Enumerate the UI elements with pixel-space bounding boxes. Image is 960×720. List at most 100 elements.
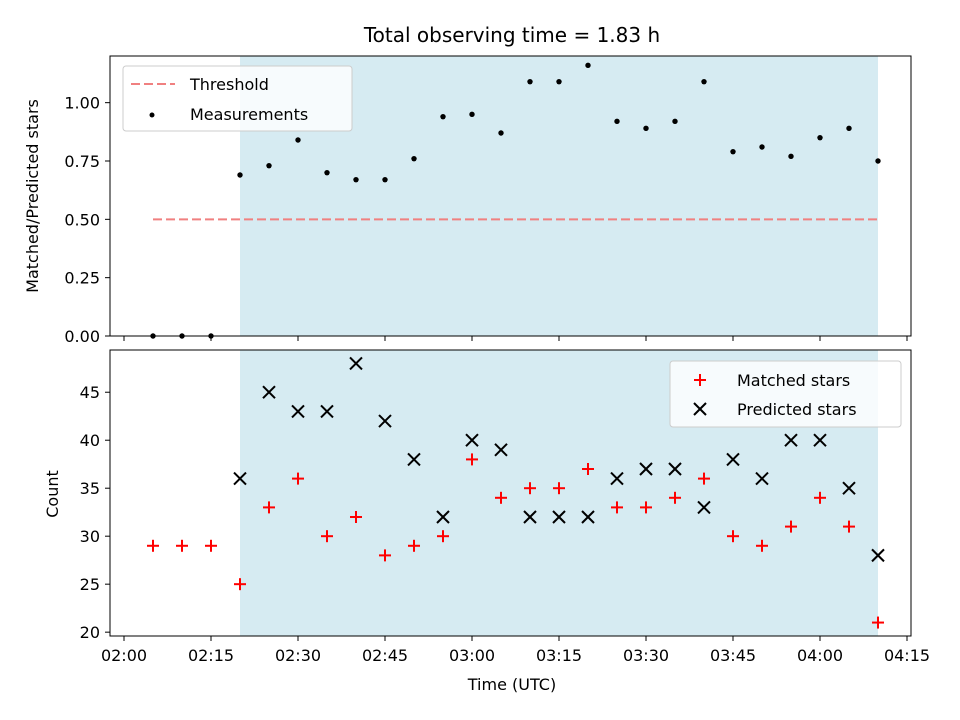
measurement-point <box>730 148 736 155</box>
predicted-x-b <box>813 433 827 447</box>
measurement-point <box>237 172 243 178</box>
predicted-star-point <box>639 462 653 476</box>
measurement-point <box>411 155 417 162</box>
predicted-star-point <box>726 452 740 467</box>
x-axis-label: Time (UTC) <box>467 675 556 694</box>
legend-matched-swatch <box>694 374 706 386</box>
matched-star-point <box>321 530 333 543</box>
x-tick-label: 02:45 <box>362 646 408 665</box>
x-tick-label: 03:45 <box>710 646 756 665</box>
predicted-x-b <box>697 500 711 515</box>
x-tick-label: 03:30 <box>623 646 669 665</box>
matched-star-point <box>292 472 304 485</box>
predicted-star-point <box>291 404 305 419</box>
matched-star-point <box>785 520 797 533</box>
predicted-x-b <box>262 385 276 399</box>
predicted-star-point <box>871 548 885 563</box>
x-tick-label: 04:15 <box>884 646 930 665</box>
predicted-star-point <box>581 510 595 524</box>
matched-star-point <box>843 520 855 533</box>
top-plot-marks <box>150 62 881 339</box>
matched-star-point <box>408 539 420 552</box>
top-y-tick-label: 1.00 <box>64 94 100 113</box>
top-y-tick-label: 0.50 <box>64 210 100 229</box>
predicted-x-b <box>523 510 537 524</box>
predicted-x-b <box>407 452 421 467</box>
predicted-x-b <box>552 510 566 524</box>
measurement-point <box>469 111 475 118</box>
predicted-star-point <box>320 404 334 419</box>
matched-star-point <box>466 453 478 466</box>
matched-star-point <box>756 539 768 552</box>
x-tick-label: 03:00 <box>449 646 495 665</box>
bottom-y-tick-label: 25 <box>80 575 100 594</box>
measurement-point <box>440 113 446 120</box>
measurement-point <box>643 125 649 132</box>
matched-star-point <box>640 501 652 514</box>
measurement-point <box>498 130 504 136</box>
matched-star-point <box>495 491 507 504</box>
top-axes-frame <box>109 55 912 337</box>
bottom-legend-box <box>669 360 902 428</box>
predicted-x-b <box>639 462 653 476</box>
matched-star-point <box>379 549 391 562</box>
predicted-x-b <box>349 356 363 371</box>
measurement-point <box>295 137 301 143</box>
predicted-star-point <box>407 452 421 467</box>
matched-star-point <box>582 463 594 476</box>
bottom-y-axis-label: Count <box>43 470 62 518</box>
measurement-point <box>324 169 330 176</box>
top-legend-box <box>122 65 353 132</box>
bottom-legend: Matched stars Predicted stars <box>669 360 902 428</box>
bottom-y-tick-label: 30 <box>80 527 100 546</box>
top-panel: 0.00 0.25 0.50 0.75 1.00 Matched/Predicted s… <box>23 55 912 346</box>
bottom-y-tick-label: 20 <box>80 623 100 642</box>
measurement-point <box>759 144 765 150</box>
predicted-star-point <box>813 433 827 447</box>
measurement-point <box>382 176 388 183</box>
predicted-x-b <box>726 452 740 467</box>
predicted-x-b <box>755 471 769 486</box>
predicted-star-point <box>842 481 856 495</box>
predicted-x-b <box>465 433 479 447</box>
x-tick-label: 02:30 <box>275 646 321 665</box>
x-tick-label: 02:15 <box>188 646 234 665</box>
predicted-x-b <box>784 433 798 447</box>
legend-measurements-label: Measurements <box>190 105 308 124</box>
predicted-star-point <box>233 471 247 486</box>
predicted-x-b <box>581 510 595 524</box>
chart-title: Total observing time = 1.83 h <box>363 23 660 47</box>
predicted-star-point <box>465 433 479 447</box>
bottom-y-tick-label: 45 <box>80 383 100 402</box>
predicted-star-point <box>668 462 682 476</box>
top-y-tick-label: 0.25 <box>64 269 100 288</box>
predicted-star-point <box>494 443 508 457</box>
predicted-x-b <box>668 462 682 476</box>
measurement-point <box>817 134 823 141</box>
top-x-ticks <box>123 336 908 341</box>
top-y-ticks: 0.00 0.25 0.50 0.75 1.00 <box>64 94 110 346</box>
measurement-point <box>701 78 707 85</box>
predicted-x-b <box>610 471 624 486</box>
matched-star-point <box>872 616 884 629</box>
bottom-axes-frame <box>109 349 912 637</box>
predicted-star-point <box>610 471 624 486</box>
matched-star-point <box>176 539 188 552</box>
matched-star-point <box>205 539 217 552</box>
legend-matched-label: Matched stars <box>737 371 850 390</box>
predicted-star-point <box>523 510 537 524</box>
matched-star-point <box>263 501 275 514</box>
measurement-point <box>353 176 359 183</box>
measurement-point <box>585 62 591 69</box>
bottom-plot-marks <box>147 356 885 629</box>
matched-star-point <box>669 491 681 504</box>
bottom-panel: 02:00 02:15 02:30 02:45 03:00 03:15 03:30 03:45… <box>43 349 930 694</box>
legend-predicted-label: Predicted stars <box>737 400 857 419</box>
x-tick-label: 03:15 <box>536 646 582 665</box>
top-legend: Threshold Measurements <box>122 65 353 132</box>
predicted-star-point <box>552 510 566 524</box>
predicted-star-point <box>349 356 363 371</box>
matched-star-point <box>147 539 159 552</box>
predicted-x-b <box>436 510 450 524</box>
